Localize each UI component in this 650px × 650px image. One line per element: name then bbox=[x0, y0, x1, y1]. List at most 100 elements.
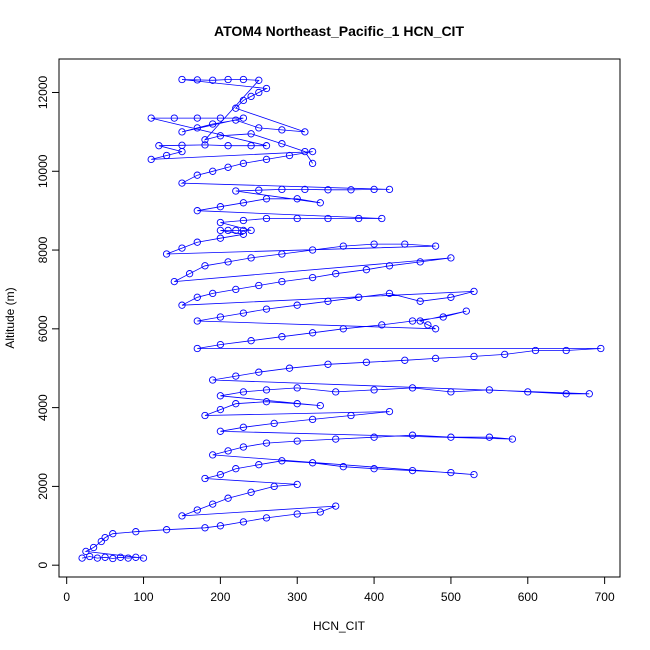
data-point bbox=[262, 398, 271, 406]
data-point bbox=[308, 329, 317, 337]
data-point bbox=[316, 401, 324, 410]
data-point bbox=[101, 553, 109, 561]
data-point bbox=[247, 226, 255, 235]
data-point bbox=[355, 214, 363, 223]
data-point bbox=[262, 214, 271, 223]
chart-title: ATOM4 Northeast_Pacific_1 HCN_CIT bbox=[214, 23, 464, 39]
data-point bbox=[209, 500, 217, 508]
data-point bbox=[185, 270, 194, 278]
data-point bbox=[293, 384, 301, 392]
data-point bbox=[216, 427, 225, 435]
data-point bbox=[262, 305, 271, 313]
data-point bbox=[247, 337, 255, 345]
data-point bbox=[216, 218, 225, 227]
data-point bbox=[401, 240, 409, 248]
data-point bbox=[162, 250, 171, 258]
data-point bbox=[370, 185, 378, 194]
data-point bbox=[232, 372, 240, 380]
data-point bbox=[370, 433, 378, 441]
data-point bbox=[224, 142, 232, 150]
data-point bbox=[324, 297, 332, 305]
data-point bbox=[193, 207, 201, 215]
data-point bbox=[224, 163, 232, 171]
data-point bbox=[224, 258, 232, 266]
data-point bbox=[216, 132, 225, 140]
data-point bbox=[408, 317, 417, 325]
data-point bbox=[247, 254, 255, 262]
data-point bbox=[278, 250, 286, 258]
data-point bbox=[201, 524, 209, 532]
data-point bbox=[385, 185, 394, 194]
data-point bbox=[193, 171, 201, 179]
data-point bbox=[86, 552, 94, 561]
data-point bbox=[162, 151, 171, 160]
data-point bbox=[193, 238, 201, 246]
data-point bbox=[439, 313, 447, 321]
data-point bbox=[101, 533, 109, 542]
data-point bbox=[262, 514, 271, 522]
data-point bbox=[332, 502, 340, 510]
data-point bbox=[285, 151, 294, 160]
data-point bbox=[278, 457, 286, 465]
x-tick-label: 300 bbox=[287, 590, 307, 604]
x-tick-label: 100 bbox=[134, 590, 154, 604]
data-point bbox=[347, 186, 355, 194]
data-point bbox=[262, 155, 271, 164]
data-point bbox=[416, 317, 424, 325]
data-point bbox=[332, 270, 340, 278]
data-point bbox=[562, 390, 570, 398]
data-point bbox=[239, 388, 248, 396]
y-tick-label: 0 bbox=[36, 562, 50, 569]
data-point bbox=[447, 254, 455, 262]
data-point bbox=[562, 346, 570, 355]
data-point bbox=[201, 411, 209, 420]
data-point bbox=[370, 240, 378, 248]
data-point bbox=[216, 114, 225, 122]
data-point bbox=[262, 142, 271, 150]
x-tick-label: 700 bbox=[595, 590, 615, 604]
data-point bbox=[485, 386, 494, 394]
data-point bbox=[216, 405, 225, 414]
data-point bbox=[193, 124, 201, 132]
data-point bbox=[147, 155, 155, 164]
data-point bbox=[232, 285, 240, 294]
data-point bbox=[470, 287, 478, 296]
data-point bbox=[209, 76, 217, 84]
y-tick-label: 12000 bbox=[36, 75, 50, 109]
data-point bbox=[216, 226, 225, 235]
data-point bbox=[470, 470, 478, 479]
data-point bbox=[524, 388, 532, 396]
data-point bbox=[239, 443, 248, 451]
data-point bbox=[209, 120, 217, 128]
data-point bbox=[116, 553, 125, 561]
data-point bbox=[239, 96, 248, 105]
data-point bbox=[224, 447, 232, 455]
data-point bbox=[209, 451, 217, 459]
data-point bbox=[508, 435, 517, 443]
data-point bbox=[308, 147, 317, 156]
data-point bbox=[362, 358, 371, 366]
x-tick-label: 0 bbox=[63, 590, 70, 604]
data-point bbox=[109, 530, 117, 538]
data-point bbox=[209, 167, 217, 175]
data-point bbox=[447, 293, 455, 301]
data-point bbox=[270, 482, 278, 491]
data-point bbox=[239, 114, 248, 122]
data-point bbox=[178, 512, 186, 520]
data-point bbox=[339, 463, 347, 471]
data-point bbox=[178, 141, 186, 149]
data-point bbox=[255, 281, 263, 290]
data-point bbox=[293, 301, 301, 309]
data-point bbox=[82, 547, 90, 556]
x-tick-label: 200 bbox=[210, 590, 230, 604]
data-point bbox=[232, 104, 240, 112]
data-point bbox=[178, 128, 186, 136]
data-point bbox=[216, 203, 225, 211]
data-point bbox=[462, 307, 470, 315]
data-point bbox=[255, 124, 263, 132]
data-point bbox=[193, 317, 201, 325]
data-point bbox=[109, 554, 117, 563]
data-point bbox=[155, 142, 163, 150]
data-point bbox=[78, 554, 86, 562]
